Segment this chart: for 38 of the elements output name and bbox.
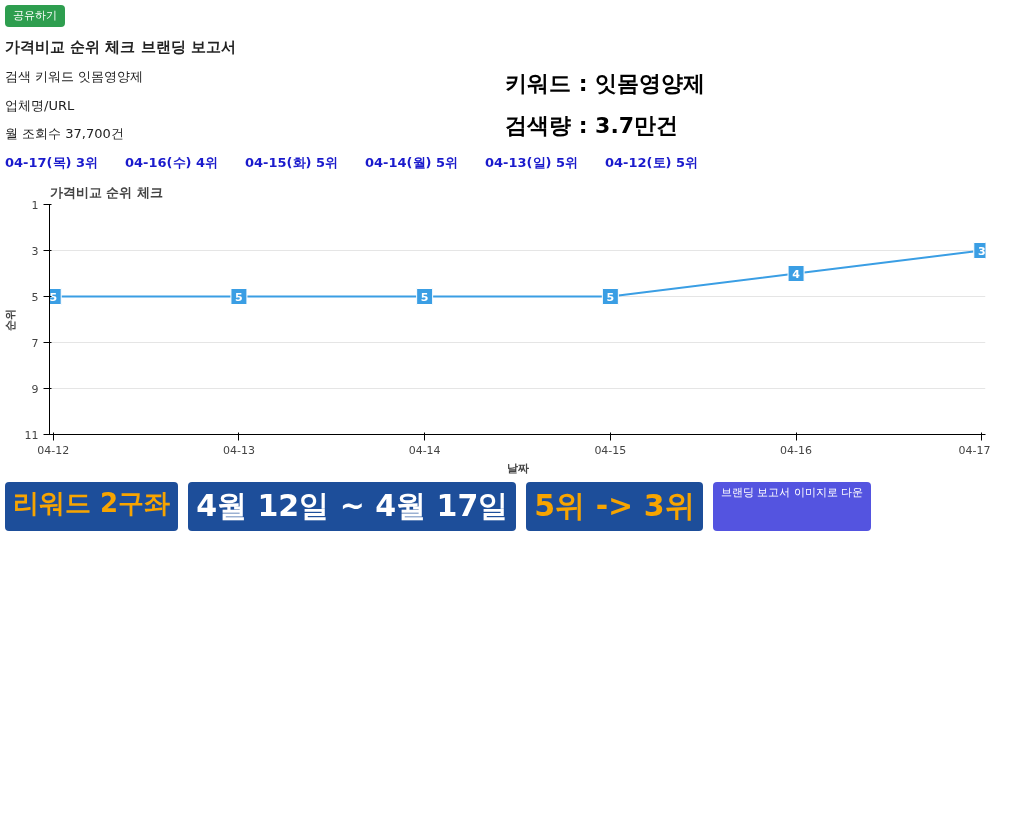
text: 리워드 2구좌 <box>13 487 171 521</box>
x-tick-label: 04-13 <box>222 443 255 457</box>
y-tick-label: 9 <box>31 382 39 396</box>
text: 04-14(월) 5위 <box>365 153 459 172</box>
text: 검색 키워드 잇몸영양제 <box>5 68 144 87</box>
y-tick-label: 1 <box>31 198 39 212</box>
data-label: 5 <box>49 290 58 304</box>
text: 월 조회수 37,700건 <box>5 125 124 144</box>
y-axis-title: 순위 <box>3 308 17 331</box>
text: 공유하기 <box>13 8 57 24</box>
text: 검색량 : 3.7만건 <box>505 111 679 140</box>
y-tick-label: 5 <box>31 290 39 304</box>
x-tick-label: 04-14 <box>408 443 441 457</box>
text: 4월 12일 ~ 4월 17일 <box>196 487 509 526</box>
data-label: 4 <box>792 267 801 281</box>
text: 04-17(목) 3위 <box>5 153 99 172</box>
text: 04-16(수) 4위 <box>125 153 219 172</box>
x-tick-label: 04-15 <box>594 443 627 457</box>
chart-title: 가격비교 순위 체크 브랜딩 보고서 <box>5 36 236 58</box>
text: 업체명/URL <box>5 96 75 115</box>
x-tick-label: 04-17 <box>958 443 991 457</box>
y-tick-label: 3 <box>31 244 39 258</box>
y-tick-label: 7 <box>31 336 39 350</box>
text: 04-15(화) 5위 <box>245 153 339 172</box>
text: 5위 -> 3위 <box>534 487 695 526</box>
data-label: 3 <box>977 244 986 258</box>
data-label: 5 <box>606 290 615 304</box>
data-label: 5 <box>235 290 243 304</box>
text: 04-12(토) 5위 <box>605 153 699 172</box>
data-label: 5 <box>420 290 429 304</box>
text: 브랜딩 보고서 이미지로 다운 <box>720 485 864 502</box>
x-tick-label: 04-12 <box>37 443 70 457</box>
chart-subtitle: 가격비교 순위 체크 <box>49 184 163 200</box>
text: 키워드 : 잇몸영양제 <box>505 70 706 99</box>
x-tick-label: 04-16 <box>780 443 813 457</box>
text: 04-13(일) 5위 <box>485 153 579 172</box>
y-tick-label: 11 <box>24 428 39 442</box>
x-axis-title: 날짜 <box>506 461 529 475</box>
